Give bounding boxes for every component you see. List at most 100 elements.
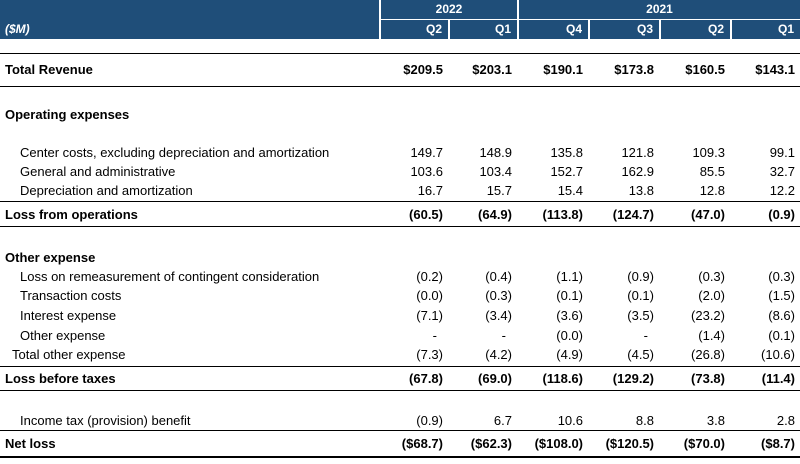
cell-value: (0.0) <box>416 288 443 303</box>
cell-value: - <box>432 328 437 343</box>
cell-value: 3.8 <box>706 413 725 428</box>
rule-after-net-loss <box>0 456 800 458</box>
cell-value: (11.4) <box>761 371 795 386</box>
cell-value: ($8.7) <box>761 436 795 451</box>
cell-value: (4.2) <box>485 347 512 362</box>
cell-value: (0.3) <box>485 288 512 303</box>
row-label: Interest expense <box>20 308 117 323</box>
cell-value: (118.6) <box>542 371 583 386</box>
row-depreciation-and-amortization: Depreciation and amortization 16.7 15.7 … <box>0 181 800 200</box>
row-loss-on-remeasurement: Loss on remeasurement of contingent cons… <box>0 267 800 286</box>
row-net-loss: Net loss ($68.7) ($62.3) ($108.0) ($120.… <box>0 434 800 453</box>
rule-before-loss-before-taxes <box>0 366 800 367</box>
cell-value: 103.6 <box>410 164 443 179</box>
cell-value: 8.8 <box>635 413 654 428</box>
row-loss-from-operations: Loss from operations (60.5) (64.9) (113.… <box>0 205 800 224</box>
cell-value: (0.2) <box>416 269 443 284</box>
cell-value: $143.1 <box>755 62 795 77</box>
rule-after-revenue <box>0 86 800 87</box>
cell-value: 85.5 <box>699 164 725 179</box>
unit-header-cell: ($M) <box>0 0 379 39</box>
cell-value: (0.3) <box>768 269 795 284</box>
row-general-and-administrative: General and administrative 103.6 103.4 1… <box>0 162 800 181</box>
cell-value: (23.2) <box>691 308 725 323</box>
cell-value: 6.7 <box>493 413 512 428</box>
section-heading-operating-expenses: Operating expenses <box>0 105 800 124</box>
year-header-2021: 2021 <box>519 0 800 19</box>
row-total-other-expense: Total other expense (7.3) (4.2) (4.9) (4… <box>0 345 800 364</box>
cell-value: (3.6) <box>556 308 583 323</box>
row-label: Transaction costs <box>20 288 122 303</box>
rule-after-loss-from-operations <box>0 226 800 227</box>
cell-value: (0.9) <box>627 269 654 284</box>
cell-value: (4.9) <box>556 347 583 362</box>
cell-value: (3.5) <box>627 308 654 323</box>
cell-value: 162.9 <box>621 164 654 179</box>
cell-value: 148.9 <box>479 145 512 160</box>
quarter-header: Q3 <box>590 20 659 39</box>
cell-value: (4.5) <box>627 347 654 362</box>
quarter-header: Q2 <box>661 20 730 39</box>
cell-value: (0.1) <box>627 288 654 303</box>
quarter-header: Q4 <box>519 20 588 39</box>
cell-value: ($120.5) <box>605 436 654 451</box>
row-label: Center costs, excluding depreciation and… <box>20 145 330 160</box>
table-header: ($M) 2022 2021 Q2 Q1 Q4 Q3 Q2 Q1 <box>0 0 800 39</box>
row-label: Depreciation and amortization <box>20 183 193 198</box>
cell-value: (26.8) <box>691 347 725 362</box>
row-label: Other expense <box>20 328 106 343</box>
cell-value: 12.8 <box>699 183 725 198</box>
rule-top <box>0 53 800 54</box>
row-label: Loss before taxes <box>5 371 116 386</box>
row-other-expense: Other expense - - (0.0) - (1.4) (0.1) <box>0 326 800 345</box>
cell-value: (3.4) <box>485 308 512 323</box>
cell-value: ($68.7) <box>401 436 443 451</box>
cell-value: (67.8) <box>409 371 443 386</box>
cell-value: (129.2) <box>612 371 654 386</box>
cell-value: (8.6) <box>768 308 795 323</box>
cell-value: $209.5 <box>403 62 443 77</box>
cell-value: 121.8 <box>621 145 654 160</box>
cell-value: (0.9) <box>768 207 795 222</box>
cell-value: $190.1 <box>543 62 583 77</box>
cell-value: (60.5) <box>409 207 443 222</box>
cell-value: 103.4 <box>479 164 512 179</box>
row-label: Total other expense <box>12 347 126 362</box>
row-label: General and administrative <box>20 164 176 179</box>
cell-value: 109.3 <box>692 145 725 160</box>
row-total-revenue: Total Revenue $209.5 $203.1 $190.1 $173.… <box>0 60 800 79</box>
cell-value: (0.1) <box>556 288 583 303</box>
row-label: Income tax (provision) benefit <box>20 413 191 428</box>
cell-value: (0.3) <box>698 269 725 284</box>
rule-before-net-loss <box>0 430 800 431</box>
cell-value: (113.8) <box>542 207 583 222</box>
cell-value: $160.5 <box>685 62 725 77</box>
section-heading-other-expense: Other expense <box>0 248 800 267</box>
quarter-header: Q1 <box>450 20 517 39</box>
cell-value: 2.8 <box>776 413 795 428</box>
cell-value: ($108.0) <box>534 436 583 451</box>
cell-value: (0.9) <box>416 413 443 428</box>
unit-label: ($M) <box>5 22 30 36</box>
cell-value: $173.8 <box>614 62 654 77</box>
cell-value: - <box>501 328 506 343</box>
year-header-2022: 2022 <box>381 0 517 19</box>
cell-value: (7.1) <box>416 308 443 323</box>
cell-value: (124.7) <box>612 207 654 222</box>
quarter-header: Q1 <box>732 20 800 39</box>
row-income-tax: Income tax (provision) benefit (0.9) 6.7… <box>0 411 800 430</box>
row-label: Net loss <box>5 436 56 451</box>
cell-value: 32.7 <box>769 164 795 179</box>
row-label: Other expense <box>5 250 96 265</box>
cell-value: (64.9) <box>478 207 512 222</box>
cell-value: (1.5) <box>768 288 795 303</box>
cell-value: 15.4 <box>557 183 583 198</box>
row-label: Loss on remeasurement of contingent cons… <box>20 269 320 284</box>
row-label: Total Revenue <box>5 62 93 77</box>
cell-value: 152.7 <box>550 164 583 179</box>
cell-value: 10.6 <box>557 413 583 428</box>
cell-value: 12.2 <box>769 183 795 198</box>
quarter-header: Q2 <box>381 20 448 39</box>
cell-value: (47.0) <box>691 207 725 222</box>
row-loss-before-taxes: Loss before taxes (67.8) (69.0) (118.6) … <box>0 369 800 388</box>
